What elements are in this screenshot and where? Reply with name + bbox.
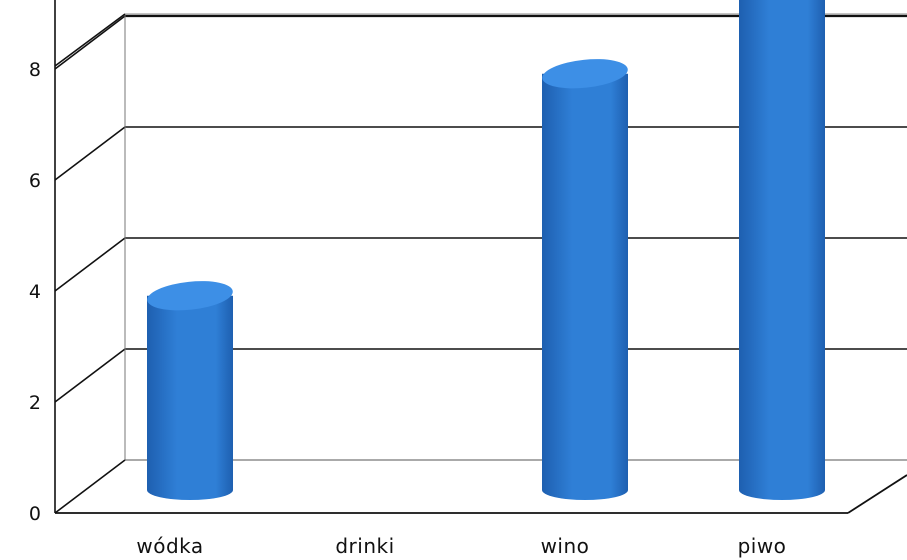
y-tick-label: 2 — [29, 392, 41, 414]
side-gridline — [54, 348, 126, 403]
side-gridline — [54, 15, 126, 70]
side-gridline — [54, 237, 126, 292]
bar-top — [542, 59, 628, 89]
x-category-label: piwo — [738, 534, 787, 558]
bar — [147, 295, 233, 500]
bar-top — [147, 281, 233, 311]
y-tick-label: 6 — [29, 170, 41, 192]
side-wall-top — [54, 13, 126, 67]
y-tick-label: 8 — [29, 59, 41, 81]
x-category-label: wino — [541, 534, 590, 558]
bars — [147, 0, 825, 500]
side-gridline — [54, 459, 126, 514]
x-axis-categories: wódka drinki wino piwo — [136, 534, 786, 558]
x-category-label: drinki — [335, 534, 394, 558]
y-tick-label: 0 — [29, 503, 41, 525]
y-tick-label: 4 — [29, 281, 41, 303]
side-gridline — [54, 126, 126, 181]
y-axis-ticks: 0246810121416 — [29, 59, 41, 525]
bar — [542, 73, 628, 500]
floor-right-edge — [847, 474, 907, 514]
x-category-label: wódka — [136, 534, 203, 558]
bar — [739, 0, 825, 500]
